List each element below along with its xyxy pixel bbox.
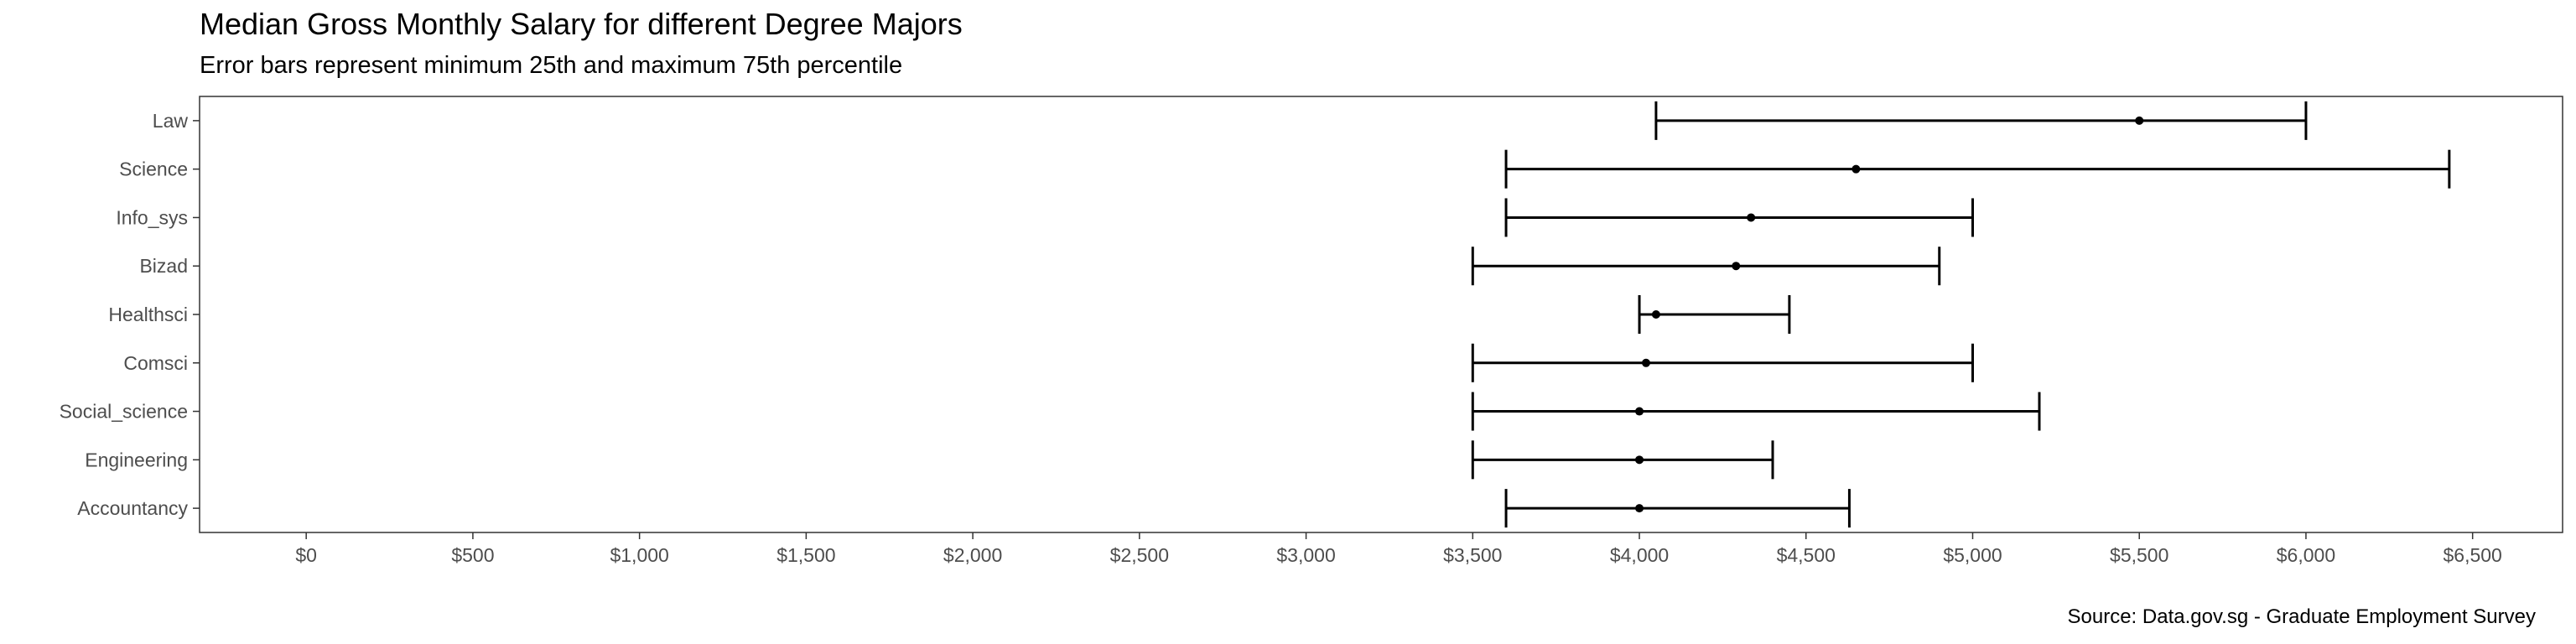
median-point — [1747, 213, 1756, 222]
median-point — [1635, 455, 1644, 465]
x-tick-label: $1,000 — [610, 544, 668, 566]
y-tick-label: Engineering — [85, 449, 188, 470]
x-tick-label: $4,500 — [1777, 544, 1836, 566]
chart-subtitle: Error bars represent minimum 25th and ma… — [200, 52, 903, 79]
x-tick-label: $1,500 — [776, 544, 835, 566]
y-tick-label: Info_sys — [116, 206, 188, 228]
plot-panel — [199, 96, 2563, 533]
x-tick-label: $2,000 — [943, 544, 1002, 566]
median-point — [1635, 504, 1644, 513]
y-axis: Law Science Info_sys Bizad Healthsci Comsci So… — [60, 110, 200, 519]
x-axis: $0 $500 $1,000 $1,500 $2,000 $2,500 $3,000 $3,5… — [295, 532, 2502, 566]
x-tick-label: $3,500 — [1443, 544, 1502, 566]
x-tick-label: $0 — [295, 544, 317, 566]
y-tick-label: Accountancy — [77, 497, 188, 519]
x-tick-label: $500 — [451, 544, 494, 566]
y-tick-label: Science — [119, 158, 188, 180]
x-tick-label: $3,000 — [1276, 544, 1335, 566]
y-tick-label: Healthsci — [108, 304, 188, 325]
median-point — [1635, 407, 1644, 416]
y-tick-label: Social_science — [60, 401, 188, 423]
chart-caption: Source: Data.gov.sg - Graduate Employmen… — [2067, 605, 2536, 628]
median-point — [1732, 262, 1741, 271]
y-tick-label: Law — [153, 110, 189, 132]
x-tick-label: $4,000 — [1610, 544, 1669, 566]
x-tick-label: $5,500 — [2110, 544, 2168, 566]
x-tick-label: $5,000 — [1943, 544, 2002, 566]
median-point — [2135, 116, 2144, 125]
y-tick-label: Comsci — [123, 352, 188, 374]
y-tick-label: Bizad — [139, 255, 188, 277]
error-bars — [1471, 101, 2451, 528]
median-point — [1651, 310, 1660, 319]
x-tick-label: $2,500 — [1110, 544, 1169, 566]
median-point — [1852, 164, 1861, 174]
x-tick-label: $6,000 — [2277, 544, 2335, 566]
chart-title: Median Gross Monthly Salary for differen… — [200, 7, 963, 41]
median-point — [1641, 358, 1650, 367]
x-tick-label: $6,500 — [2444, 544, 2502, 566]
